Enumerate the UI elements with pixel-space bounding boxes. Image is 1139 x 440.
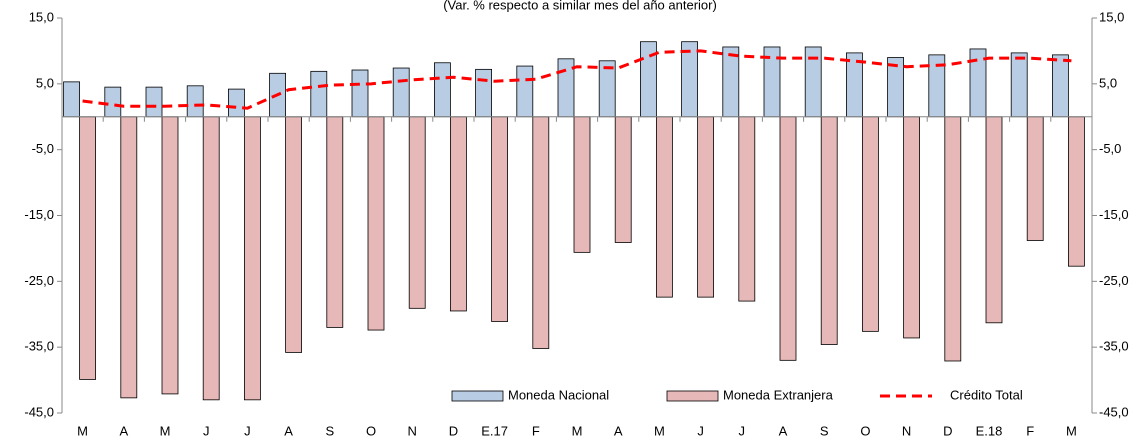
bar: [697, 116, 714, 298]
y-tick-label: -25,0: [24, 273, 54, 288]
x-tick-label: M: [572, 423, 583, 438]
bar: [408, 116, 426, 309]
bar: [516, 65, 534, 118]
y-tick-label: -15,0: [24, 207, 54, 222]
bar: [1026, 116, 1044, 241]
bar: [475, 68, 493, 118]
y2-tick-label: -25,0: [1099, 273, 1129, 288]
x-tick-label: A: [779, 423, 788, 438]
y-tick-label: -35,0: [24, 339, 54, 354]
x-tick-label: F: [1026, 423, 1034, 438]
bar: [532, 116, 550, 349]
bar: [120, 116, 138, 399]
x-tick-label: D: [449, 423, 458, 438]
bar: [614, 116, 632, 243]
bar: [722, 46, 740, 118]
bar: [79, 116, 96, 380]
y-tick-label: 5,0: [36, 75, 54, 90]
bar: [243, 116, 261, 401]
y2-tick-label: -15,0: [1099, 207, 1129, 222]
x-tick-label: N: [408, 423, 417, 438]
x-tick-label: M: [654, 423, 665, 438]
bar: [944, 116, 962, 362]
bar: [433, 62, 451, 118]
bar: [392, 67, 410, 118]
x-tick-label: M: [160, 423, 171, 438]
bar: [145, 86, 163, 118]
x-tick-label: D: [943, 423, 952, 438]
chart-subtitle: (Var. % respecto a similar mes del año a…: [443, 0, 717, 12]
legend-label: Crédito Total: [950, 387, 1023, 402]
x-tick-label: F: [532, 423, 540, 438]
bar: [326, 116, 344, 328]
x-tick-label: J: [244, 423, 251, 438]
bar: [656, 116, 673, 298]
x-tick-label: O: [860, 423, 870, 438]
y2-tick-label: 5,0: [1099, 75, 1117, 90]
bar: [985, 116, 1003, 324]
legend-label: Moneda Nacional: [508, 387, 609, 402]
bar: [186, 85, 204, 118]
line: [82, 49, 1072, 110]
bar: [1068, 116, 1085, 267]
bar: [573, 116, 591, 253]
y2-tick-label: 15,0: [1099, 9, 1124, 24]
bar: [903, 116, 920, 339]
bar: [104, 86, 122, 118]
bar: [285, 116, 303, 353]
x-tick-label: J: [739, 423, 746, 438]
x-tick-label: O: [366, 423, 376, 438]
x-tick-label: J: [697, 423, 704, 438]
y2-tick-label: -45,0: [1099, 404, 1129, 419]
bar: [351, 69, 369, 118]
x-tick-label: E.17: [481, 423, 508, 438]
x-tick-label: S: [820, 423, 829, 438]
x-tick-label: M: [1066, 423, 1077, 438]
y2-tick-label: -35,0: [1099, 339, 1129, 354]
x-tick-label: A: [614, 423, 623, 438]
bar: [202, 116, 220, 401]
bar: [779, 116, 797, 361]
y2-tick-label: -5,0: [1099, 141, 1121, 156]
bar: [227, 88, 245, 118]
legend-swatch: [666, 390, 719, 402]
x-tick-label: E.18: [976, 423, 1003, 438]
bar: [63, 81, 80, 118]
bar: [862, 116, 879, 332]
y-tick-label: -45,0: [24, 404, 54, 419]
bar: [449, 116, 467, 312]
y-tick-label: -5,0: [32, 141, 54, 156]
y-tick-label: 15,0: [29, 9, 54, 24]
legend-swatch: [451, 390, 504, 402]
bar: [367, 116, 385, 331]
bar: [1010, 52, 1028, 118]
bar: [161, 116, 179, 395]
bar: [491, 116, 509, 322]
x-tick-label: N: [902, 423, 911, 438]
bar: [738, 116, 756, 302]
x-tick-label: A: [119, 423, 128, 438]
bar: [820, 116, 838, 345]
bar: [681, 41, 698, 118]
bar: [310, 70, 328, 118]
x-tick-label: M: [77, 423, 88, 438]
bar: [1052, 54, 1069, 118]
legend-label: Moneda Extranjera: [723, 387, 834, 402]
x-tick-label: S: [325, 423, 334, 438]
x-tick-label: A: [284, 423, 293, 438]
x-tick-label: J: [203, 423, 210, 438]
